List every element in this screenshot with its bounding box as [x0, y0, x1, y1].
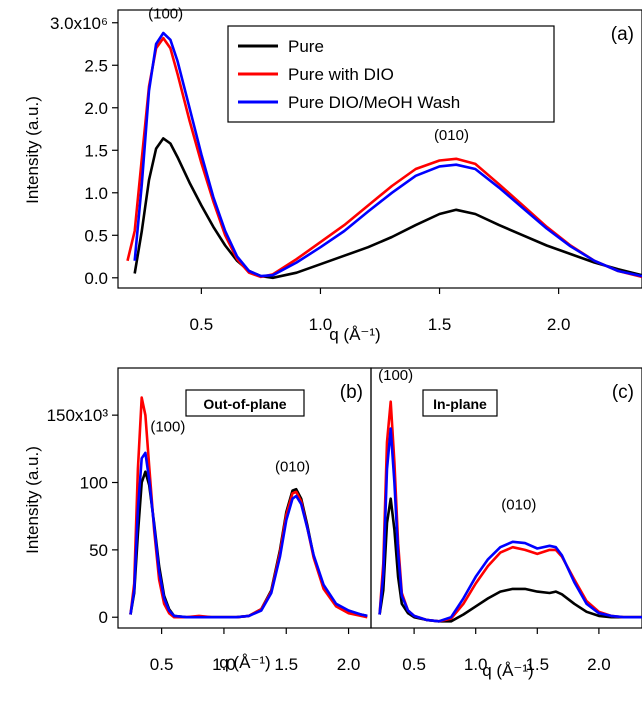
box-label-frame — [185, 389, 305, 417]
x-tick-label: 2.0 — [547, 315, 571, 334]
y-tick-label: 0 — [99, 608, 108, 627]
series-line-0 — [378, 497, 642, 623]
x-tick-label: 1.0 — [464, 655, 488, 674]
x-tick-label: 2.0 — [337, 655, 361, 674]
y-tick-label: 0.5 — [84, 226, 108, 245]
panel-b: 0.5 1.0 1.5 2.0 0 50 100 150x10³ (100) (010) (b) Ou… — [23, 367, 372, 674]
x-tick-label: 1.0 — [212, 655, 236, 674]
plot-frame — [370, 367, 642, 629]
x-tick-label: 0.5 — [150, 655, 174, 674]
box-label-frame — [422, 389, 498, 417]
y-tick-label: 0.0 — [84, 269, 108, 288]
panel-a: 0.5 1.0 1.5 2.0 0.0 0.5 1.0 1.5 2.0 2.5 3.0x10⁶ (10… — [23, 6, 642, 344]
peak-annotation: (100) — [148, 6, 183, 23]
y-tick-label: 150x10³ — [47, 406, 109, 425]
y-tick-label: 1.0 — [84, 184, 108, 203]
x-tick-label: 1.5 — [274, 655, 298, 674]
panel-label: (c) — [612, 382, 634, 403]
legend-frame — [227, 25, 555, 123]
x-tick-label: 0.5 — [402, 655, 426, 674]
peak-annotation: (100) — [150, 418, 185, 435]
peak-annotation: (010) — [434, 127, 469, 144]
series-group — [378, 400, 642, 623]
y-tick-label: 2.5 — [84, 56, 108, 75]
y-tick-label: 100 — [80, 474, 108, 493]
x-tick-label: 2.0 — [587, 655, 611, 674]
x-axis-label: q (Å⁻¹) — [219, 653, 270, 672]
box-label: In-plane — [433, 396, 487, 412]
y-tick-label: 3.0x10⁶ — [50, 14, 108, 33]
series-line-0 — [133, 137, 642, 280]
y-tick-label: 2.0 — [84, 99, 108, 118]
y-tick-label: 50 — [89, 541, 108, 560]
y-axis-label: Intensity (a.u.) — [23, 446, 42, 554]
box-label: Out-of-plane — [203, 396, 286, 412]
series-line-1 — [126, 36, 642, 279]
panel-label: (a) — [611, 24, 634, 45]
x-tick-label: 1.0 — [309, 315, 333, 334]
x-axis-label: q (Å⁻¹) — [482, 661, 533, 680]
legend-label-1: Pure with DIO — [288, 65, 394, 84]
series-group — [126, 31, 642, 280]
panel-label: (b) — [340, 382, 363, 403]
y-axis-label: Intensity (a.u.) — [23, 96, 42, 204]
x-axis-label: q (Å⁻¹) — [329, 325, 380, 344]
legend-label-2: Pure DIO/MeOH Wash — [288, 93, 460, 112]
legend-label-0: Pure — [288, 37, 324, 56]
series-line-2 — [133, 31, 642, 278]
series-line-2 — [378, 427, 642, 623]
peak-annotation: (010) — [501, 496, 536, 513]
x-tick-label: 1.5 — [525, 655, 549, 674]
peak-annotation: (010) — [275, 459, 310, 476]
series-group — [129, 396, 368, 619]
x-tick-label: 0.5 — [190, 315, 214, 334]
x-tick-label: 1.5 — [428, 315, 452, 334]
peak-annotation: (100) — [378, 367, 413, 384]
plot-frame — [117, 9, 642, 289]
y-tick-label: 1.5 — [84, 141, 108, 160]
series-line-2 — [129, 451, 368, 619]
panel-c: 0.5 1.0 1.5 2.0 (100) (010) (c) In-plane q (Å⁻¹) — [370, 367, 642, 680]
